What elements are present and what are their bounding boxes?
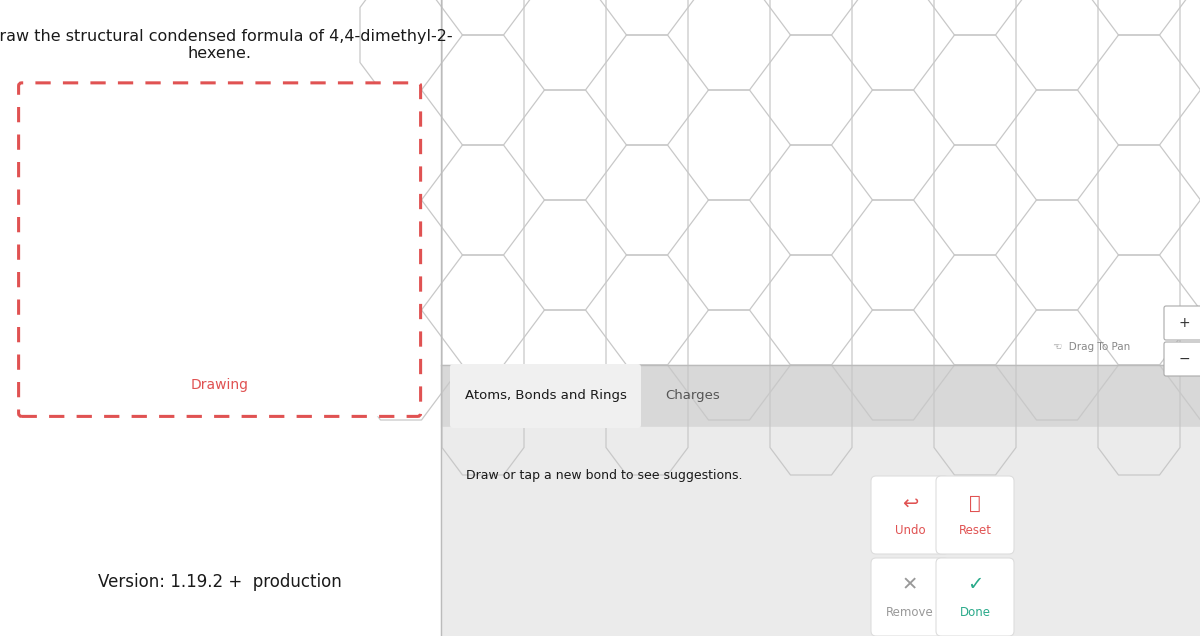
Bar	[442, 427, 1200, 636]
Text: Draw the structural condensed formula of 4,4-dimethyl-2-
hexene.: Draw the structural condensed formula of…	[0, 29, 452, 61]
Text: Drawing: Drawing	[191, 378, 248, 392]
Text: ☜  Drag To Pan: ☜ Drag To Pan	[1052, 342, 1130, 352]
FancyBboxPatch shape	[1164, 342, 1200, 376]
Text: Atoms, Bonds and Rings: Atoms, Bonds and Rings	[464, 389, 626, 403]
Text: ✕: ✕	[902, 576, 918, 595]
FancyBboxPatch shape	[936, 476, 1014, 554]
Text: Remove: Remove	[886, 607, 934, 619]
FancyBboxPatch shape	[936, 558, 1014, 636]
Text: Version: 1.19.2 +  production: Version: 1.19.2 + production	[97, 573, 342, 591]
Text: Charges: Charges	[666, 389, 720, 403]
FancyBboxPatch shape	[450, 364, 641, 428]
Text: −: −	[1178, 352, 1190, 366]
Text: +: +	[1178, 316, 1190, 330]
Text: Undo: Undo	[895, 525, 925, 537]
FancyBboxPatch shape	[871, 558, 949, 636]
Text: 🗑: 🗑	[970, 494, 980, 513]
Text: Reset: Reset	[959, 525, 991, 537]
Text: ✓: ✓	[967, 576, 983, 595]
Bar	[0, 0, 442, 636]
Text: Done: Done	[960, 607, 990, 619]
Bar	[442, 365, 1200, 427]
FancyBboxPatch shape	[871, 476, 949, 554]
FancyBboxPatch shape	[1164, 306, 1200, 340]
Bar	[442, 0, 1200, 365]
Text: ↩: ↩	[902, 494, 918, 513]
FancyBboxPatch shape	[19, 83, 421, 417]
Text: Draw or tap a new bond to see suggestions.: Draw or tap a new bond to see suggestion…	[466, 469, 743, 481]
